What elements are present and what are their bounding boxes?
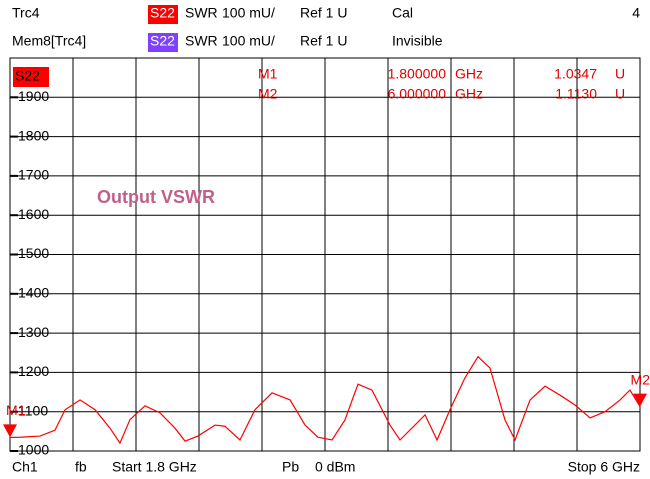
marker-value: 1.1130 xyxy=(555,86,597,102)
format: SWR xyxy=(185,5,218,21)
y-tick-label: 1700 xyxy=(18,167,49,183)
y-tick-label: 1600 xyxy=(18,206,49,222)
trace-name: Trc4 xyxy=(12,5,40,21)
footer-stop: Stop 6 GHz xyxy=(568,459,640,475)
marker-unit: U xyxy=(615,86,625,102)
y-tick-label: 1200 xyxy=(18,363,49,379)
y-tick-label: 1800 xyxy=(18,127,49,143)
marker-unit: U xyxy=(615,66,625,82)
param-name: S22 xyxy=(150,5,175,21)
y-tick-label: 1000 xyxy=(18,442,49,458)
footer-power: 0 dBm xyxy=(315,459,355,475)
y-tick-label: 1300 xyxy=(18,324,49,340)
marker-triangle xyxy=(3,424,17,438)
ref: Ref 1 U xyxy=(300,33,347,49)
marker-name: M1 xyxy=(258,66,278,82)
marker-name: M2 xyxy=(258,86,278,102)
y-tick-label: 1100 xyxy=(18,402,48,418)
y-tick-label: 1900 xyxy=(18,88,49,104)
param-name: S22 xyxy=(150,33,175,49)
ref: Ref 1 U xyxy=(300,5,347,21)
marker-value: 1.0347 xyxy=(554,66,597,82)
window-number: 4 xyxy=(632,5,640,21)
marker-tag: M2 xyxy=(631,371,650,387)
marker-x: 6.000000 xyxy=(388,86,447,102)
trace-badge xyxy=(13,67,49,87)
state: Invisible xyxy=(392,33,443,49)
param-badge xyxy=(148,33,178,52)
trace-label: S22 xyxy=(15,68,40,84)
annotation: Output VSWR xyxy=(97,187,215,207)
footer-start: Start 1.8 GHz xyxy=(112,459,197,475)
state: Cal xyxy=(392,5,413,21)
trace-line xyxy=(9,355,641,445)
param-badge xyxy=(148,5,178,24)
format: SWR xyxy=(185,33,218,49)
y-tick-label: 1500 xyxy=(18,245,49,261)
marker-tag: M1 xyxy=(6,402,26,418)
trace-name: Mem8[Trc4] xyxy=(12,33,86,49)
footer-channel: Ch1 xyxy=(12,459,38,475)
scale: 100 mU/ xyxy=(222,5,275,21)
y-tick-label: 1400 xyxy=(18,285,49,301)
footer-mode: fb xyxy=(75,459,87,475)
footer-power-label: Pb xyxy=(282,459,299,475)
marker-triangle xyxy=(633,393,647,407)
marker-x-unit: GHz xyxy=(455,86,483,102)
scale: 100 mU/ xyxy=(222,33,275,49)
marker-x-unit: GHz xyxy=(455,66,483,82)
marker-x: 1.800000 xyxy=(388,66,447,82)
